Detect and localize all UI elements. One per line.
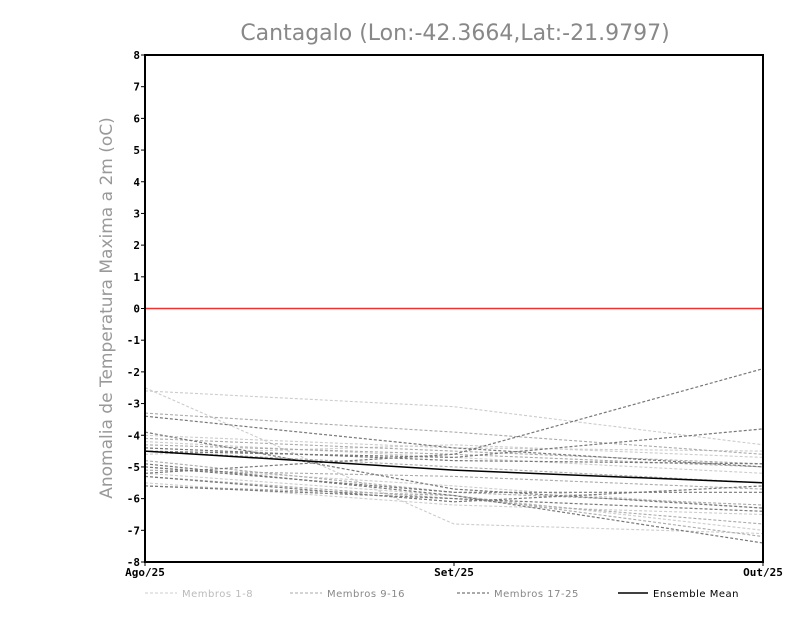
series-line-membro-25	[144, 447, 764, 465]
series-line-membro-6	[144, 472, 764, 531]
y-tick-label: -3	[127, 398, 140, 411]
x-tick-label: Set/25	[434, 566, 474, 579]
series-line-membro-12	[144, 469, 764, 490]
y-tick-label: -2	[127, 366, 140, 379]
legend-label: Membros 17-25	[494, 589, 579, 600]
plot-frame	[144, 54, 764, 563]
series-line-membro-1	[144, 387, 764, 535]
y-tick-label: -7	[127, 524, 140, 537]
y-tick-label: -1	[127, 334, 141, 347]
series-line-membro-7	[144, 482, 764, 516]
series-line-membro-19	[144, 368, 764, 474]
y-axis: -8 -7 -6 -5 -4 -3 -2 -1 0 1 2 3 4 5 6 7 8	[127, 49, 145, 569]
series-line-membro-15	[144, 437, 764, 465]
y-tick-label: 7	[133, 81, 140, 94]
legend: Membros 1-8 Membros 9-16 Membros 17-25 Ense…	[145, 589, 739, 600]
series-line-membro-16	[144, 450, 764, 484]
series-line-membro-3	[144, 434, 764, 452]
series-line-membro-23	[144, 463, 764, 544]
series-line-membro-22	[144, 485, 764, 512]
x-axis: Ago/25 Set/25 Out/25	[125, 562, 783, 579]
y-tick-label: -5	[127, 461, 140, 474]
y-tick-label: 0	[133, 303, 140, 316]
y-tick-label: 2	[133, 239, 140, 252]
plot-area	[144, 307, 764, 544]
y-tick-label: -4	[127, 429, 141, 442]
x-tick-label: Ago/25	[125, 566, 165, 579]
series-line-ensemble-mean	[144, 450, 764, 484]
legend-label: Membros 9-16	[327, 589, 405, 600]
series-line-membro-9	[144, 412, 764, 455]
y-tick-label: 3	[133, 207, 140, 220]
series-line-membro-20	[144, 428, 764, 459]
y-tick-label: -8	[127, 556, 140, 569]
legend-label: Membros 1-8	[182, 589, 253, 600]
series-line-membro-17	[144, 415, 764, 468]
series-line-membro-24	[144, 475, 764, 503]
y-tick-label: 4	[133, 176, 140, 189]
x-tick-label: Out/25	[743, 566, 783, 579]
y-tick-label: 8	[133, 49, 140, 62]
legend-label: Ensemble Mean	[653, 589, 739, 600]
series-line-membro-18	[144, 431, 764, 509]
y-tick-label: 6	[133, 112, 140, 125]
series-line-membro-13	[144, 475, 764, 525]
y-tick-label: 1	[133, 271, 140, 284]
y-axis-label: Anomalia de Temperatura Maxima a 2m (oC)	[97, 117, 117, 499]
y-tick-label: -6	[127, 493, 141, 506]
y-tick-label: 5	[133, 144, 140, 157]
series-line-membro-21	[144, 466, 763, 493]
series-line-membro-4	[144, 441, 764, 474]
series-line-membro-2	[144, 390, 764, 446]
series-line-membro-8	[144, 444, 764, 458]
chart-title: Cantagalo (Lon:-42.3664,Lat:-21.9797)	[240, 21, 669, 46]
series-line-membro-14	[144, 485, 764, 538]
